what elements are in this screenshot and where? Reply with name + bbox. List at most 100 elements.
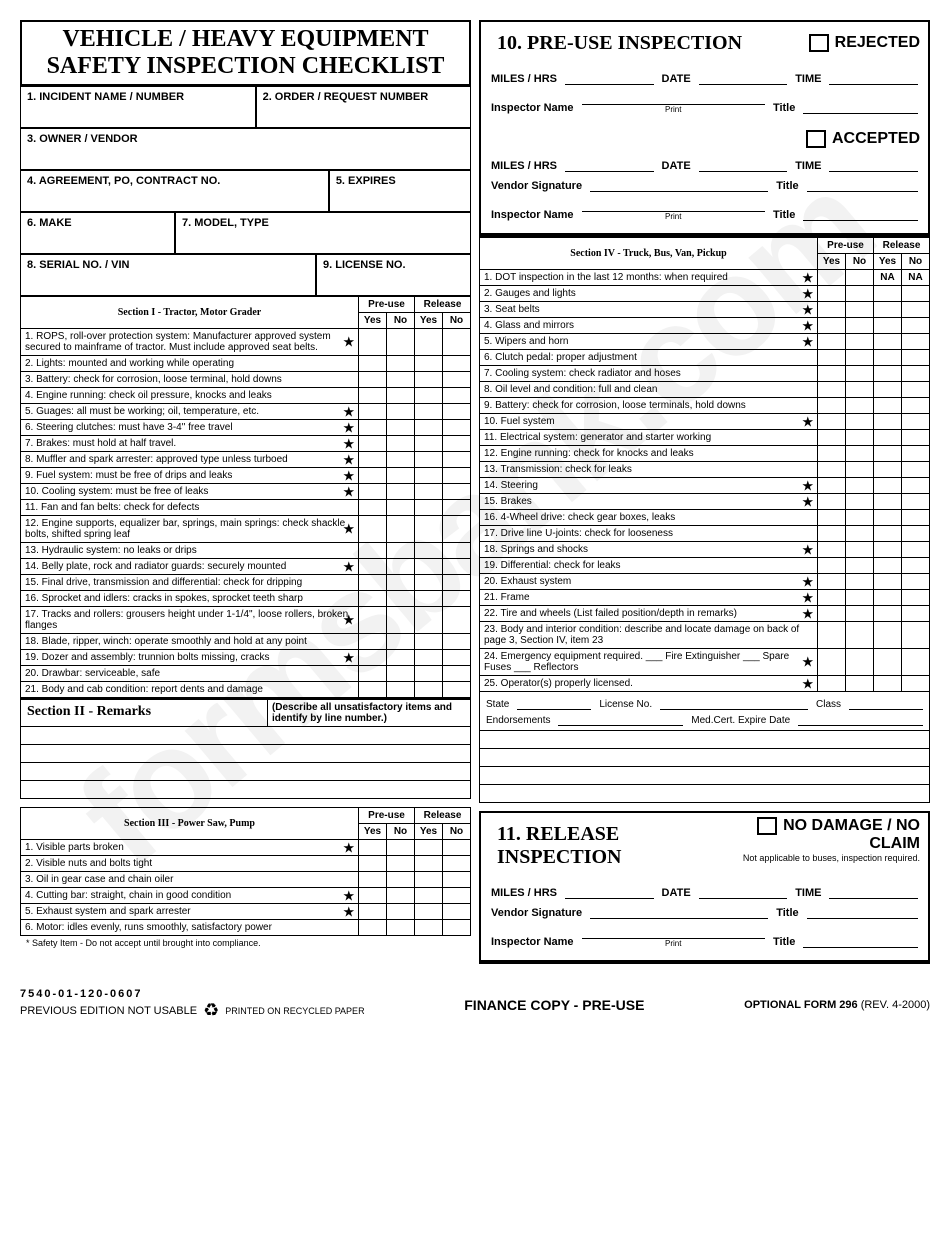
checkbox-cell[interactable] (902, 302, 930, 318)
checkbox-cell[interactable] (359, 682, 387, 698)
checkbox-cell[interactable] (846, 270, 874, 286)
checkbox-cell[interactable] (415, 650, 443, 666)
checkbox-cell[interactable] (415, 840, 443, 856)
checkbox-cell[interactable] (359, 888, 387, 904)
checkbox-cell[interactable] (902, 526, 930, 542)
checkbox-cell[interactable] (902, 286, 930, 302)
checkbox-cell[interactable] (846, 382, 874, 398)
checkbox-cell[interactable] (387, 650, 415, 666)
checkbox-cell[interactable] (846, 494, 874, 510)
checkbox-cell[interactable] (874, 366, 902, 382)
checkbox-cell[interactable] (387, 543, 415, 559)
checkbox-cell[interactable] (902, 510, 930, 526)
checkbox-cell[interactable] (387, 404, 415, 420)
checkbox-cell[interactable] (359, 666, 387, 682)
checkbox-cell[interactable] (415, 420, 443, 436)
checkbox-cell[interactable] (387, 559, 415, 575)
checkbox-cell[interactable] (359, 591, 387, 607)
checkbox-cell[interactable] (902, 366, 930, 382)
field-model[interactable]: 7. MODEL, TYPE (175, 212, 471, 254)
checkbox-cell[interactable] (874, 430, 902, 446)
checkbox-cell[interactable] (415, 436, 443, 452)
checkbox-cell[interactable] (359, 650, 387, 666)
checkbox-cell[interactable] (387, 436, 415, 452)
checkbox-cell[interactable] (818, 462, 846, 478)
checkbox-cell[interactable] (818, 622, 846, 649)
checkbox-cell[interactable] (874, 382, 902, 398)
checkbox-cell[interactable] (818, 494, 846, 510)
checkbox-cell[interactable] (818, 676, 846, 692)
checkbox-cell[interactable] (359, 856, 387, 872)
checkbox-cell[interactable] (387, 468, 415, 484)
field-expires[interactable]: 5. EXPIRES (329, 170, 471, 212)
checkbox-cell[interactable] (387, 634, 415, 650)
checkbox-cell[interactable] (902, 590, 930, 606)
checkbox-cell[interactable] (387, 575, 415, 591)
checkbox-cell[interactable] (443, 404, 471, 420)
checkbox-cell[interactable] (846, 366, 874, 382)
checkbox-cell[interactable] (846, 414, 874, 430)
checkbox-cell[interactable] (874, 414, 902, 430)
checkbox-cell[interactable] (415, 856, 443, 872)
checkbox-cell[interactable] (874, 590, 902, 606)
checkbox-cell[interactable] (415, 920, 443, 936)
checkbox-cell[interactable] (846, 558, 874, 574)
checkbox-cell[interactable] (818, 446, 846, 462)
checkbox-cell[interactable] (818, 382, 846, 398)
checkbox-cell[interactable] (874, 606, 902, 622)
checkbox-cell[interactable] (874, 526, 902, 542)
checkbox-cell[interactable] (387, 840, 415, 856)
checkbox-cell[interactable] (359, 575, 387, 591)
checkbox-cell[interactable] (443, 516, 471, 543)
checkbox-cell[interactable] (874, 478, 902, 494)
checkbox-cell[interactable] (387, 484, 415, 500)
checkbox-cell[interactable] (846, 398, 874, 414)
checkbox-cell[interactable] (443, 436, 471, 452)
checkbox-cell[interactable] (902, 574, 930, 590)
checkbox-cell[interactable]: NA (902, 270, 930, 286)
checkbox-cell[interactable] (874, 542, 902, 558)
checkbox-cell[interactable] (902, 414, 930, 430)
checkbox-cell[interactable] (846, 542, 874, 558)
checkbox-cell[interactable] (359, 388, 387, 404)
checkbox-cell[interactable] (874, 302, 902, 318)
checkbox-cell[interactable] (846, 510, 874, 526)
checkbox-cell[interactable] (902, 558, 930, 574)
checkbox-cell[interactable] (443, 543, 471, 559)
checkbox-cell[interactable] (818, 286, 846, 302)
checkbox-cell[interactable] (846, 462, 874, 478)
checkbox-cell[interactable] (443, 575, 471, 591)
checkbox-cell[interactable] (818, 302, 846, 318)
checkbox-cell[interactable] (387, 607, 415, 634)
checkbox-cell[interactable] (874, 286, 902, 302)
checkbox-cell[interactable] (415, 682, 443, 698)
checkbox-cell[interactable] (443, 840, 471, 856)
checkbox-cell[interactable] (443, 888, 471, 904)
checkbox-cell[interactable] (874, 318, 902, 334)
checkbox-cell[interactable] (846, 649, 874, 676)
field-incident[interactable]: 1. INCIDENT NAME / NUMBER (20, 86, 256, 128)
checkbox-cell[interactable] (443, 500, 471, 516)
checkbox-cell[interactable] (387, 682, 415, 698)
checkbox-cell[interactable] (415, 516, 443, 543)
section-4-remarks[interactable] (479, 731, 930, 803)
checkbox-cell[interactable] (874, 446, 902, 462)
checkbox-cell[interactable] (902, 494, 930, 510)
checkbox-cell[interactable] (818, 558, 846, 574)
checkbox-cell[interactable] (443, 607, 471, 634)
checkbox-cell[interactable] (818, 606, 846, 622)
checkbox-cell[interactable] (387, 888, 415, 904)
checkbox-cell[interactable] (874, 676, 902, 692)
checkbox-cell[interactable] (415, 388, 443, 404)
checkbox-cell[interactable] (443, 388, 471, 404)
checkbox-cell[interactable] (818, 526, 846, 542)
checkbox-cell[interactable] (387, 452, 415, 468)
checkbox-cell[interactable]: NA (874, 270, 902, 286)
checkbox-cell[interactable] (359, 404, 387, 420)
checkbox-cell[interactable] (443, 650, 471, 666)
checkbox-cell[interactable] (874, 574, 902, 590)
checkbox-cell[interactable] (902, 430, 930, 446)
checkbox-cell[interactable] (359, 436, 387, 452)
checkbox-cell[interactable] (874, 462, 902, 478)
checkbox-cell[interactable] (415, 404, 443, 420)
